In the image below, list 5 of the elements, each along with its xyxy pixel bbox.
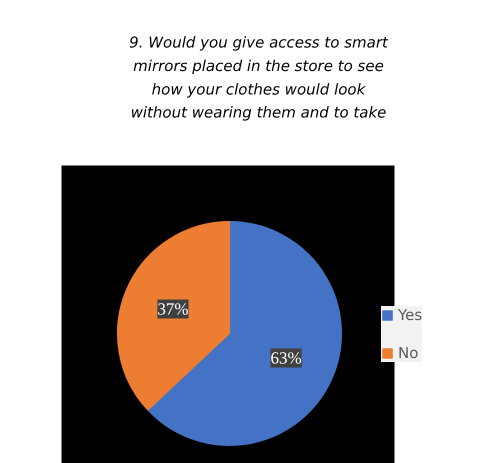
data-label: 63% xyxy=(270,348,302,368)
chart-title: 9. Would you give access to smart mirrors placed in the store to see how your clothes would look without wearing them and to take xyxy=(129,34,389,122)
legend-label: No xyxy=(398,344,418,362)
legend-label: Yes xyxy=(398,306,422,324)
data-label: 37% xyxy=(157,300,189,319)
